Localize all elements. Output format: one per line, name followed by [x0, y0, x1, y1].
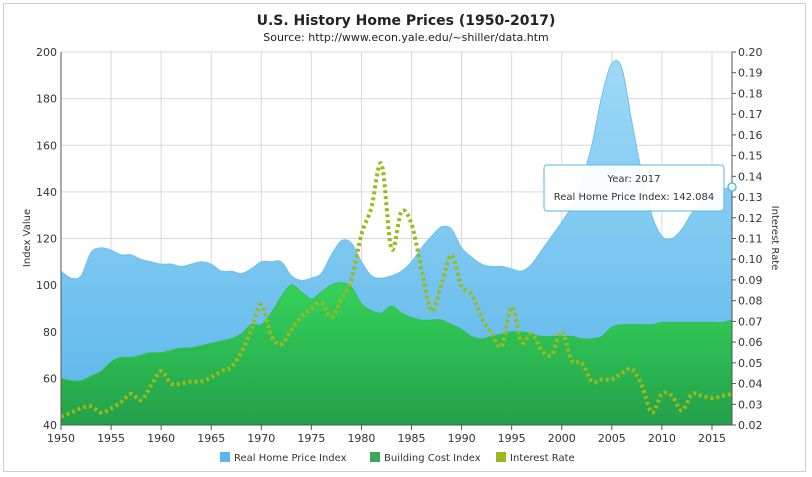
- y-right-tick-label: 0.07: [738, 315, 763, 328]
- x-tick-label: 1970: [247, 432, 275, 445]
- x-tick-label: 1955: [97, 432, 125, 445]
- y-right-tick-label: 0.19: [738, 67, 763, 80]
- legend-swatch[interactable]: [370, 452, 380, 462]
- x-tick-label: 1950: [47, 432, 75, 445]
- chart-subtitle: Source: http://www.econ.yale.edu/~shille…: [263, 31, 549, 44]
- y-left-axis-title: Index Value: [22, 209, 33, 267]
- x-tick-label: 2000: [548, 432, 576, 445]
- building-cost-area: [60, 282, 733, 426]
- y-left-tick-label: 200: [36, 46, 57, 59]
- y-right-tick-label: 0.06: [738, 336, 763, 349]
- area-series: [60, 60, 733, 426]
- y-left-tick-label: 120: [36, 233, 57, 246]
- y-right-tick-label: 0.10: [738, 253, 763, 266]
- y-right-tick-label: 0.11: [738, 233, 763, 246]
- tooltip-marker: [727, 182, 737, 192]
- y-left-tick-label: 80: [43, 326, 57, 339]
- x-tick-label: 1960: [147, 432, 175, 445]
- legend-label[interactable]: Interest Rate: [510, 453, 575, 464]
- x-tick-label: 2005: [598, 432, 626, 445]
- x-tick-label: 1990: [448, 432, 476, 445]
- y-right-tick-label: 0.14: [738, 170, 763, 183]
- y-right-tick-label: 0.08: [738, 295, 763, 308]
- chart-frame: U.S. History Home Prices (1950-2017) Sou…: [3, 3, 806, 472]
- legend-swatch[interactable]: [220, 452, 230, 462]
- x-tick-label: 1965: [197, 432, 225, 445]
- tooltip-year: Year: 2017: [607, 174, 661, 185]
- y-right-tick-label: 0.04: [738, 378, 763, 391]
- y-left-tick-label: 160: [36, 139, 57, 152]
- x-tick-label: 1985: [398, 432, 426, 445]
- y-left-tick-labels: 40 60 80 100 120 140 160 180 200: [36, 46, 57, 432]
- y-right-tick-label: 0.15: [738, 150, 763, 163]
- y-right-tick-label: 0.17: [738, 108, 763, 121]
- chart-title: U.S. History Home Prices (1950-2017): [257, 13, 556, 29]
- y-left-tick-label: 140: [36, 186, 57, 199]
- legend-label[interactable]: Real Home Price Index: [234, 453, 347, 464]
- y-right-tick-label: 0.18: [738, 87, 763, 100]
- y-right-tick-label: 0.09: [738, 274, 763, 287]
- y-right-tick-label: 0.03: [738, 398, 763, 411]
- legend-label[interactable]: Building Cost Index: [384, 453, 481, 464]
- legend: Real Home Price Index Building Cost Index…: [220, 452, 575, 464]
- x-tick-label: 1995: [498, 432, 526, 445]
- interest-rate-line: [60, 161, 733, 419]
- y-left-tick-label: 180: [36, 93, 57, 106]
- x-tick-label: 1980: [347, 432, 375, 445]
- y-left-tick-label: 40: [43, 419, 57, 432]
- x-tick-labels: 1950 1955 1960 1965 1970 1975 1980 1985 1990 1995…: [47, 425, 726, 445]
- y-right-tick-label: 0.05: [738, 357, 763, 370]
- tooltip: Year: 2017 Real Home Price Index: 142.084: [543, 164, 737, 212]
- y-right-tick-label: 0.02: [738, 419, 763, 432]
- y-left-tick-label: 100: [36, 279, 57, 292]
- x-tick-label: 2010: [648, 432, 676, 445]
- y-right-tick-label: 0.20: [738, 46, 763, 59]
- tooltip-box: [543, 164, 725, 212]
- y-right-tick-labels: 0.02 0.03 0.04 0.05 0.06 0.07 0.08 0.09 0.10 0.11…: [732, 46, 763, 432]
- y-right-tick-label: 0.16: [738, 129, 763, 142]
- x-tick-label: 2015: [698, 432, 726, 445]
- y-right-axis-title: Interest Rate: [769, 206, 780, 271]
- y-left-tick-label: 60: [43, 372, 57, 385]
- legend-swatch[interactable]: [496, 452, 506, 462]
- tooltip-value: Real Home Price Index: 142.084: [554, 192, 714, 203]
- y-right-tick-label: 0.13: [738, 191, 763, 204]
- y-right-tick-label: 0.12: [738, 212, 763, 225]
- x-tick-label: 1975: [297, 432, 325, 445]
